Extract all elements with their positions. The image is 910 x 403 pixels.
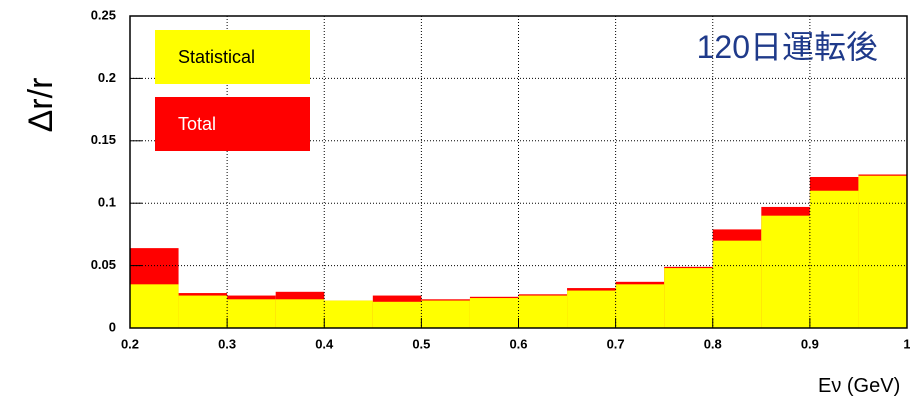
x-tick-label: 1 xyxy=(903,336,910,351)
histogram-bar xyxy=(858,175,907,328)
histogram-bar xyxy=(227,299,276,328)
histogram-bar xyxy=(469,298,519,328)
y-axis-label: Δr/r xyxy=(22,78,60,133)
histogram-bar xyxy=(178,295,228,328)
x-axis-label: Eν (GeV) xyxy=(818,375,900,397)
annotation: 120日運転後 xyxy=(697,29,878,65)
legend-label: Statistical xyxy=(178,47,255,67)
x-tick-label: 0.7 xyxy=(607,336,625,351)
x-tick-label: 0.5 xyxy=(412,336,430,351)
legend-swatch xyxy=(155,30,310,84)
y-tick-label: 0.25 xyxy=(91,7,116,22)
histogram-bar xyxy=(518,295,568,328)
histogram-bar xyxy=(712,240,762,328)
x-tick-label: 0.6 xyxy=(509,336,527,351)
x-tick-label: 0.2 xyxy=(121,336,139,351)
y-tick-label: 0.15 xyxy=(91,132,116,147)
histogram-bar xyxy=(809,190,859,328)
y-tick-label: 0.2 xyxy=(98,70,116,85)
histogram-bar xyxy=(372,301,422,328)
histogram-bar xyxy=(130,284,179,328)
x-tick-label: 0.4 xyxy=(315,336,334,351)
x-tick-label: 0.8 xyxy=(704,336,722,351)
histogram-bar xyxy=(761,215,810,328)
histogram-bar xyxy=(567,290,616,328)
legend-label: Total xyxy=(178,114,216,134)
histogram-bar xyxy=(324,300,373,328)
histogram-bar xyxy=(615,284,665,328)
legend-swatch xyxy=(155,97,310,151)
y-tick-label: 0 xyxy=(109,319,116,334)
histogram-bar xyxy=(664,268,713,328)
x-tick-label: 0.9 xyxy=(801,336,819,351)
plot-frame xyxy=(129,15,908,329)
x-tick-label: 0.3 xyxy=(218,336,236,351)
histogram-bar xyxy=(275,299,325,328)
y-tick-label: 0.05 xyxy=(91,257,116,272)
histogram-bar xyxy=(421,300,470,328)
y-tick-label: 0.1 xyxy=(98,195,116,210)
